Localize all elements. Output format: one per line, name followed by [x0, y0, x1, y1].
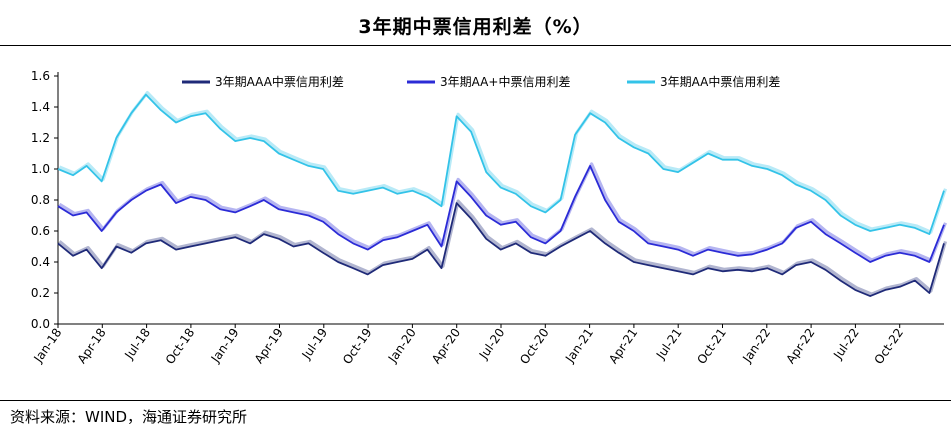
series-line-1	[57, 165, 945, 263]
x-tick-label: Jan-18	[31, 326, 65, 366]
bottom-rule	[0, 400, 951, 401]
x-tick-label: Oct-22	[872, 326, 907, 367]
source-note: 资料来源：WIND，海通证券研究所	[10, 408, 248, 426]
x-tick-label: Jul-18	[121, 326, 153, 363]
x-tick-label: Jan-21	[562, 326, 596, 366]
x-tick-label: Jan-19	[208, 326, 242, 366]
top-rule	[0, 45, 951, 46]
legend-label-1: 3年期AA+中票信用利差	[440, 74, 570, 89]
x-tick-label: Jan-20	[385, 326, 419, 366]
y-tick-label: 0.4	[31, 255, 50, 269]
y-tick-label: 0.2	[31, 286, 50, 300]
series-line-2	[57, 93, 945, 235]
x-tick-label: Jul-21	[653, 326, 685, 363]
x-tick-label: Oct-19	[340, 326, 375, 367]
x-tick-label: Jan-22	[739, 326, 773, 366]
x-tick-label: Oct-20	[517, 326, 552, 367]
chart-title: 3年期中票信用利差（%）	[358, 16, 593, 38]
y-tick-label: 1.2	[31, 131, 50, 145]
x-tick-label: Apr-19	[252, 326, 286, 366]
x-tick-label: Jul-22	[830, 326, 862, 363]
x-tick-label: Apr-18	[75, 326, 109, 366]
x-tick-label: Jul-19	[299, 326, 331, 363]
x-tick-label: Jul-20	[476, 326, 508, 363]
x-tick-label: Apr-21	[606, 326, 640, 366]
series-shadow-1	[58, 162, 947, 262]
x-tick-label: Oct-18	[163, 326, 198, 367]
legend: 3年期AAA中票信用利差 3年期AA+中票信用利差 3年期AA中票信用利差	[182, 74, 780, 89]
y-tick-label: 1.4	[31, 100, 50, 114]
y-tick-label: 0.0	[31, 317, 50, 331]
y-tick-label: 1.0	[31, 162, 50, 176]
series-line-0	[57, 202, 945, 297]
y-tick-label: 0.8	[31, 193, 50, 207]
x-tick-label: Oct-21	[694, 326, 729, 367]
x-tick-label: Apr-22	[783, 326, 817, 366]
series-layer	[57, 91, 948, 297]
y-tick-label: 1.6	[31, 69, 50, 83]
x-tick-label: Apr-20	[429, 326, 463, 366]
y-tick-label: 0.6	[31, 224, 50, 238]
legend-label-2: 3年期AA中票信用利差	[660, 74, 780, 89]
series-shadow-2	[58, 91, 948, 234]
series-shadow-0	[58, 199, 948, 296]
legend-label-0: 3年期AAA中票信用利差	[215, 74, 344, 89]
